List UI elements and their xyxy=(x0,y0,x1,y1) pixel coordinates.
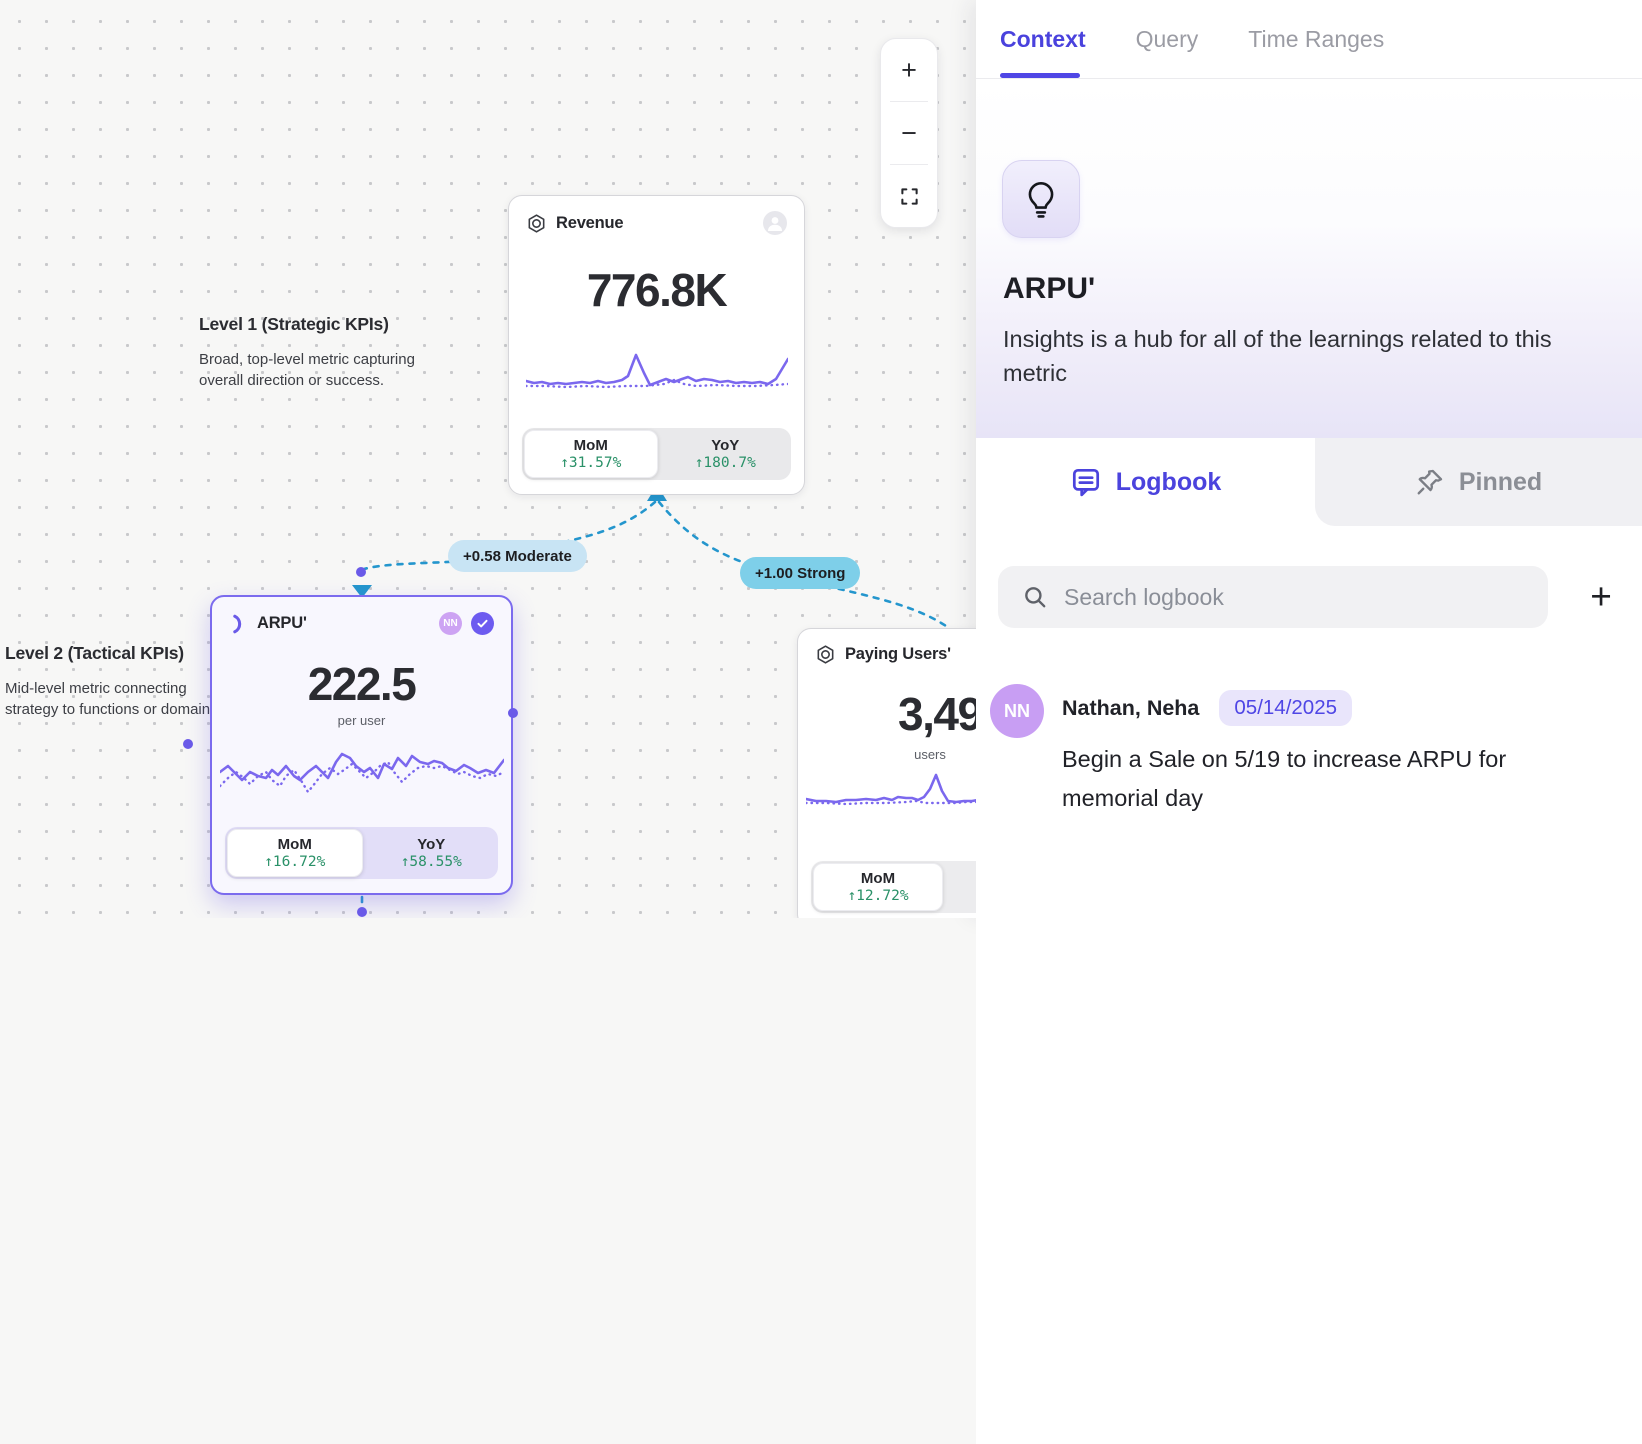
metric-description: Insights is a hub for all of the learnin… xyxy=(1003,326,1552,386)
paying-users-mom-value: ↑12.72% xyxy=(847,888,909,904)
canvas-zoom-toolbar: + − xyxy=(880,38,938,228)
arpu-card-header: ARPU' NN xyxy=(212,597,511,635)
entry-text: Begin a Sale on 5/19 to increase ARPU fo… xyxy=(1062,746,1507,811)
arpu-sparkline xyxy=(219,752,504,795)
paying-users-period-toggle: MoM ↑12.72% xyxy=(811,861,976,913)
level2-title: Level 2 (Tactical KPIs) xyxy=(5,643,184,663)
revenue-sparkline xyxy=(525,353,788,389)
arpu-bottom-handle[interactable] xyxy=(357,907,367,917)
arpu-top-handle[interactable] xyxy=(356,567,366,577)
arpu-mom-value: ↑16.72% xyxy=(264,854,326,870)
fit-view-button[interactable] xyxy=(881,165,937,227)
arpu-mom-tab[interactable]: MoM ↑16.72% xyxy=(227,829,363,877)
revenue-card-header: Revenue xyxy=(509,196,804,235)
correlation-label-moderate: +0.58 Moderate xyxy=(448,540,587,572)
paying-users-unit: users xyxy=(914,747,946,762)
correlation-label-strong: +1.00 Strong xyxy=(740,557,861,589)
tab-query[interactable]: Query xyxy=(1135,25,1199,52)
logbook-icon xyxy=(1072,468,1099,497)
tab-time-ranges[interactable]: Time Ranges xyxy=(1248,25,1385,52)
verified-badge-icon xyxy=(471,612,494,635)
toolbar-divider xyxy=(890,164,928,165)
zoom-out-button[interactable]: − xyxy=(901,117,917,148)
entry-header: Nathan, Neha 05/14/2025 xyxy=(1062,690,1352,726)
panel-tabs: Context Query Time Ranges xyxy=(976,0,1642,79)
metric-title: ARPU' xyxy=(1003,272,1096,305)
crescent-metric-icon xyxy=(233,614,242,633)
edge-revenue-arpu xyxy=(362,500,657,571)
arpu-right-handle[interactable] xyxy=(508,708,518,718)
metric-card-arpu[interactable]: ARPU' NN 222.5 per user MoM ↑16.72% YoY … xyxy=(210,595,513,895)
lightbulb-icon xyxy=(1028,182,1054,218)
level2-description: Mid-level metric connecting strategy to … xyxy=(5,680,218,718)
toolbar-divider xyxy=(890,101,928,102)
logbook-content: Search logbook + NN Nathan, Neha 05/14/2… xyxy=(976,526,1642,1444)
arpu-yoy-value: ↑58.55% xyxy=(400,854,462,870)
revenue-yoy-value: ↑180.7% xyxy=(694,455,756,471)
metric-tree-canvas[interactable]: Level 1 (Strategic KPIs) Broad, top-leve… xyxy=(0,0,976,918)
active-tab-underline xyxy=(1000,73,1080,78)
revenue-period-toggle: MoM ↑31.57% YoY ↑180.7% xyxy=(522,428,791,480)
level2-annotation: Level 2 (Tactical KPIs) Mid-level metric… xyxy=(5,643,220,720)
hexagon-metric-icon xyxy=(528,213,545,233)
log-section-tabs: Logbook Pinned xyxy=(976,438,1642,526)
arpu-yoy-tab[interactable]: YoY ↑58.55% xyxy=(400,836,462,870)
metric-detail-panel: Context Query Time Ranges ARPU' Insights… xyxy=(976,0,1642,1444)
pin-icon xyxy=(1417,469,1443,495)
revenue-yoy-tab[interactable]: YoY ↑180.7% xyxy=(694,437,756,471)
metric-hero-section: ARPU' Insights is a hub for all of the l… xyxy=(976,79,1642,438)
search-icon xyxy=(1025,587,1046,608)
tab-context[interactable]: Context xyxy=(1000,0,1086,78)
arpu-left-handle[interactable] xyxy=(183,739,193,749)
entry-author-name: Nathan, Neha xyxy=(1062,695,1200,720)
revenue-mom-tab[interactable]: MoM ↑31.57% xyxy=(524,430,658,478)
arpu-card-title: ARPU' xyxy=(257,614,307,632)
fullscreen-icon xyxy=(900,187,918,205)
search-placeholder: Search logbook xyxy=(1064,583,1224,610)
metric-card-paying-users[interactable]: Paying Users' 3,49 users MoM ↑12.72% xyxy=(797,628,976,918)
level1-annotation: Level 1 (Strategic KPIs) Broad, top-leve… xyxy=(199,314,434,391)
logbook-search-input[interactable]: Search logbook xyxy=(998,566,1548,628)
revenue-mom-value: ↑31.57% xyxy=(560,455,622,471)
add-log-entry-button[interactable]: + xyxy=(1590,576,1612,617)
paying-users-value: 3,49 xyxy=(898,688,976,740)
arpu-unit: per user xyxy=(337,713,386,728)
paying-users-card-title: Paying Users' xyxy=(845,645,951,663)
arpu-period-toggle: MoM ↑16.72% YoY ↑58.55% xyxy=(225,827,498,879)
level1-title: Level 1 (Strategic KPIs) xyxy=(199,314,389,334)
metric-card-revenue[interactable]: Revenue 776.8K MoM ↑31.57% YoY xyxy=(508,195,805,495)
insight-tile xyxy=(1002,160,1080,238)
tab-logbook[interactable]: Logbook xyxy=(976,438,1315,526)
arpu-owner-avatar[interactable]: NN xyxy=(439,612,462,635)
paying-users-sparkline xyxy=(806,773,976,806)
tab-pinned[interactable]: Pinned xyxy=(1315,438,1642,526)
revenue-owner-avatar[interactable] xyxy=(763,211,787,235)
hexagon-metric-icon xyxy=(817,645,834,664)
paying-users-card-header: Paying Users' xyxy=(798,629,976,665)
entry-author-avatar: NN xyxy=(990,684,1044,738)
paying-users-mom-tab[interactable]: MoM ↑12.72% xyxy=(813,863,943,911)
revenue-card-title: Revenue xyxy=(556,213,624,232)
level1-description: Broad, top-level metric capturing overal… xyxy=(199,351,415,389)
arpu-value: 222.5 xyxy=(307,658,417,710)
arrowhead-into-arpu xyxy=(352,585,372,598)
entry-date-badge: 05/14/2025 xyxy=(1219,690,1352,726)
revenue-value: 776.8K xyxy=(586,264,728,316)
person-icon xyxy=(768,217,782,231)
zoom-in-button[interactable]: + xyxy=(901,54,917,85)
